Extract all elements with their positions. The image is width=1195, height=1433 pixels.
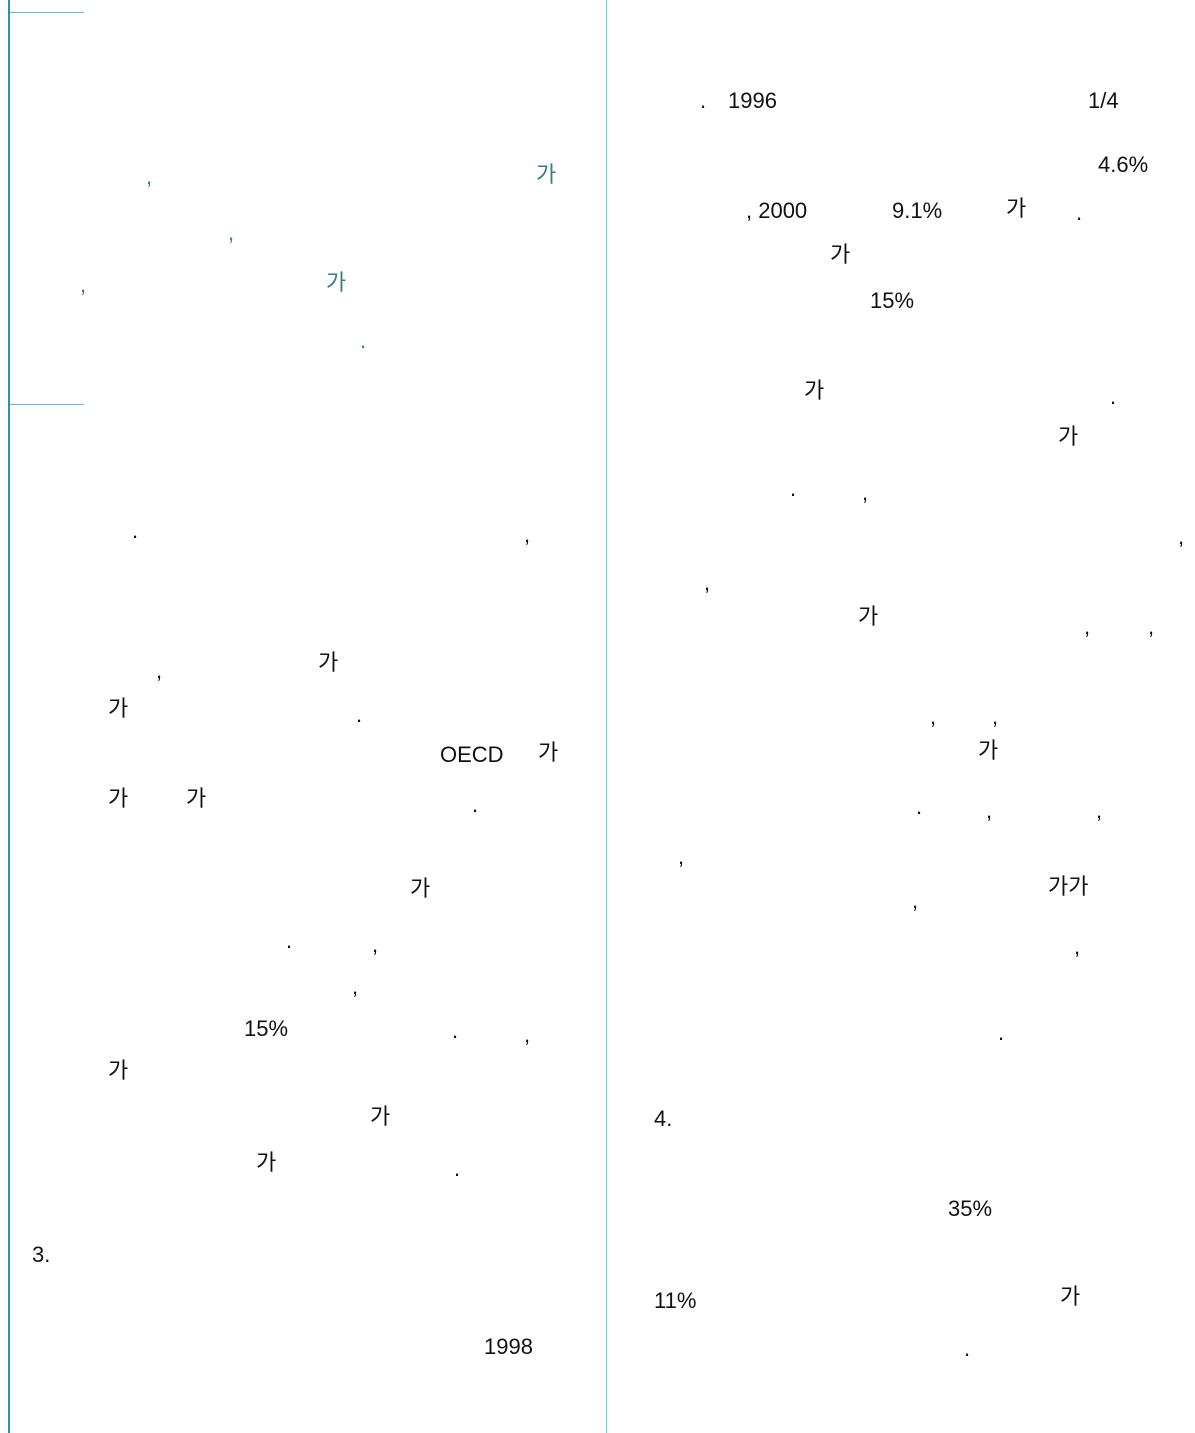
box-fragment: 가	[326, 270, 347, 295]
section-heading: 3.	[32, 1242, 51, 1267]
body-fragment: .	[998, 1020, 1005, 1045]
body-fragment: 가	[830, 242, 851, 267]
percent-value: 9.1%	[892, 198, 943, 223]
year-value: , 2000	[746, 198, 808, 223]
body-fragment: 가	[370, 1104, 391, 1129]
body-fragment: 가	[256, 1150, 277, 1175]
box-fragment: ,	[80, 272, 87, 297]
body-fragment: ,	[862, 480, 869, 505]
body-fragment: ,	[524, 522, 531, 547]
box-fragment: 가	[536, 162, 557, 187]
body-fragment: ,	[1084, 614, 1091, 639]
body-fragment: ,	[372, 932, 379, 957]
body-fragment: ,	[1074, 934, 1081, 959]
body-fragment: .	[1110, 384, 1117, 409]
body-fragment: .	[790, 476, 797, 501]
body-fragment: 15%	[244, 1016, 289, 1041]
body-fragment: 가	[108, 786, 129, 811]
body-fragment: .	[700, 88, 707, 113]
body-fragment: ,	[992, 704, 999, 729]
body-fragment: 가	[108, 1058, 129, 1083]
box-bottom-rule	[10, 404, 84, 405]
body-fragment: 가	[318, 650, 339, 675]
ratio-value: 1/4	[1088, 88, 1119, 113]
body-fragment: .	[356, 702, 363, 727]
year-value: 1996	[728, 88, 777, 113]
body-fragment: 가가	[1048, 874, 1089, 899]
body-fragment: 가	[108, 696, 129, 721]
left-border-rule	[8, 0, 10, 1433]
percent-value: 15%	[870, 288, 915, 313]
body-fragment: 가	[538, 740, 559, 765]
body-fragment: 가	[804, 378, 825, 403]
body-fragment: OECD	[440, 742, 504, 767]
body-fragment: ,	[1178, 524, 1185, 549]
box-fragment: .	[360, 328, 367, 353]
body-fragment: .	[454, 1156, 461, 1181]
body-fragment: .	[916, 794, 923, 819]
body-fragment: ,	[352, 974, 359, 999]
body-fragment: 가	[858, 604, 879, 629]
body-fragment: ,	[912, 888, 919, 913]
body-fragment: ,	[704, 570, 711, 595]
body-fragment: .	[286, 928, 293, 953]
body-fragment: ,	[1148, 614, 1155, 639]
body-fragment: 가	[186, 786, 207, 811]
body-fragment: .	[452, 1018, 459, 1043]
column-divider	[606, 0, 607, 1433]
body-fragment: 가	[1058, 424, 1079, 449]
body-fragment: ,	[678, 844, 685, 869]
box-fragment: ,	[146, 164, 153, 189]
body-fragment: .	[964, 1336, 971, 1361]
box-fragment: ,	[228, 220, 235, 245]
percent-value: 35%	[948, 1196, 993, 1221]
box-top-rule	[10, 12, 84, 13]
section-heading: 4.	[654, 1106, 673, 1131]
body-fragment: ,	[156, 658, 163, 683]
body-fragment: .	[1076, 200, 1083, 225]
percent-value: 11%	[654, 1288, 697, 1313]
body-fragment: 가	[1006, 196, 1027, 221]
body-fragment: 가	[410, 876, 431, 901]
body-fragment: 가	[978, 738, 999, 763]
body-fragment: ,	[986, 798, 993, 823]
body-fragment: .	[472, 792, 479, 817]
body-fragment: .	[132, 518, 139, 543]
body-fragment: 가	[1060, 1284, 1081, 1309]
percent-value: 4.6%	[1098, 152, 1149, 177]
year-value: 1998	[484, 1334, 533, 1359]
body-fragment: ,	[1096, 798, 1103, 823]
body-fragment: ,	[524, 1022, 531, 1047]
body-fragment: ,	[930, 704, 937, 729]
